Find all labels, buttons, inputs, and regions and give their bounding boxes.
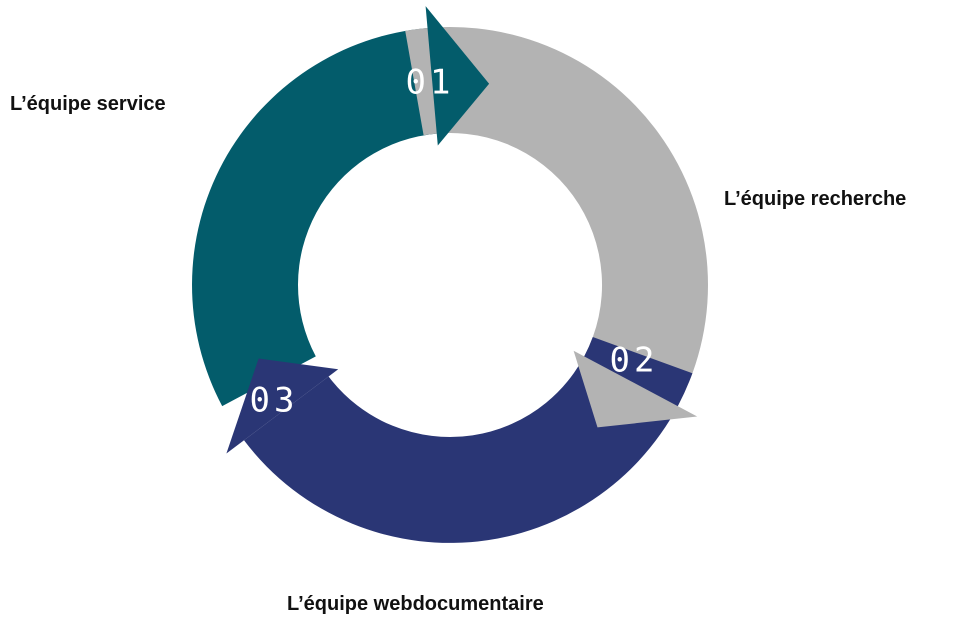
- arrowhead: [573, 350, 698, 428]
- segments: [192, 26, 708, 543]
- arrowheads: [226, 6, 698, 454]
- team-label: L’équipe webdocumentaire: [287, 593, 544, 615]
- arrowhead: [425, 6, 490, 146]
- step-number: 03: [250, 381, 299, 421]
- team-label: L’équipe recherche: [724, 188, 907, 210]
- arrowhead: [226, 358, 339, 454]
- cycle-segment: [244, 337, 693, 543]
- step-number: 02: [610, 341, 659, 381]
- cycle-segment: [405, 26, 708, 407]
- step-number: 01: [406, 63, 455, 103]
- cycle-segment: [192, 28, 437, 407]
- team-label: L’équipe service: [10, 93, 166, 115]
